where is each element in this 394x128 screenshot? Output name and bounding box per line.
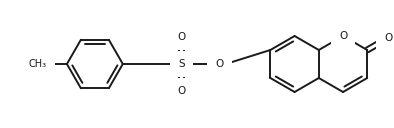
Text: O: O [385,33,393,42]
Text: CH₃: CH₃ [29,59,47,69]
Text: O: O [339,31,347,41]
Text: O: O [178,86,186,96]
Text: O: O [178,32,186,42]
Text: S: S [178,59,185,69]
Text: O: O [216,59,224,69]
